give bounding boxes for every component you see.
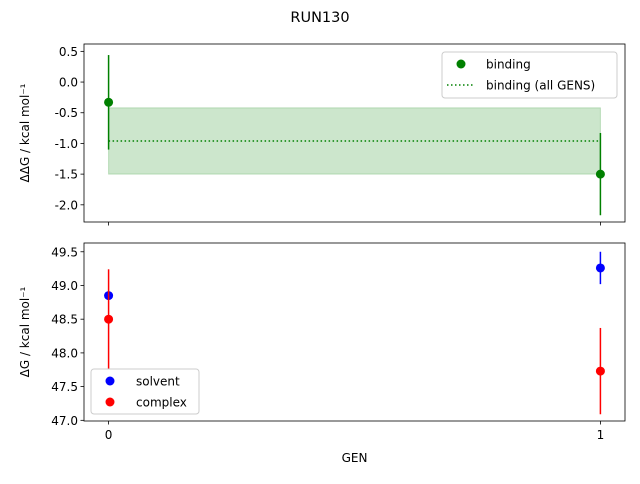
suptitle: RUN130 xyxy=(290,10,349,26)
legend-marker-complex xyxy=(105,397,115,407)
x-tick-label: 1 xyxy=(597,428,605,442)
legend-marker-solvent xyxy=(105,376,115,386)
y-tick-label: 48.5 xyxy=(51,313,78,327)
y-tick-label: 47.0 xyxy=(51,414,78,428)
y-axis-label: ΔG / kcal mol⁻¹ xyxy=(18,286,32,377)
y-tick-label: 49.5 xyxy=(51,245,78,259)
legend-marker-binding xyxy=(456,59,466,69)
complex-point xyxy=(595,366,605,376)
legend-label-binding: binding xyxy=(486,58,531,72)
y-tick-label: 0.5 xyxy=(59,45,78,59)
bottom-axes: 49.5 49.0 48.5 48.0 47.5 47.0 0 1 ΔG / kcal mol⁻… xyxy=(18,242,626,465)
x-tick-label: 0 xyxy=(105,428,113,442)
y-tick-label: -2.0 xyxy=(55,198,78,212)
y-tick-label: -1.0 xyxy=(55,137,78,151)
legend-box xyxy=(441,51,618,99)
axes-frame xyxy=(83,242,626,422)
legend-label-band: binding (all GENS) xyxy=(486,79,595,93)
axes-frame xyxy=(83,43,626,223)
legend-label-solvent: solvent xyxy=(136,375,180,389)
solvent-point xyxy=(595,263,605,273)
y-axis-label: ΔΔG / kcal mol⁻¹ xyxy=(18,83,32,182)
x-axis-label: GEN xyxy=(342,451,368,465)
y-tick-label: -1.5 xyxy=(55,168,78,182)
band-shade xyxy=(108,107,601,175)
top-axes: 0.5 0.0 -0.5 -1.0 -1.5 -2.0 ΔΔG / kcal mol⁻¹ bi… xyxy=(18,43,626,226)
binding-point xyxy=(104,97,114,107)
y-tick-label: -0.5 xyxy=(55,106,78,120)
legend-label-complex: complex xyxy=(136,396,187,410)
y-tick-label: 49.0 xyxy=(51,279,78,293)
legend-box xyxy=(90,368,200,415)
y-tick-label: 47.5 xyxy=(51,380,78,394)
y-tick-label: 48.0 xyxy=(51,346,78,360)
y-tick-label: 0.0 xyxy=(59,76,78,90)
binding-point xyxy=(595,169,605,179)
complex-point xyxy=(104,314,114,324)
